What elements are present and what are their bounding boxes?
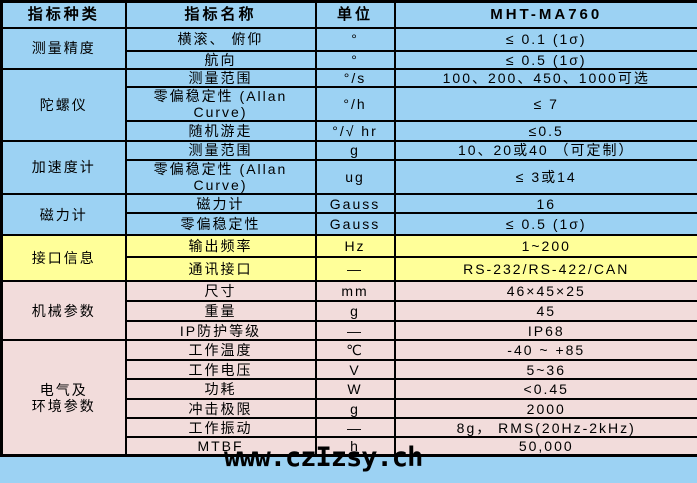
name-cell: 功耗	[124, 378, 317, 401]
table-row: 重量 g 45	[2, 300, 697, 323]
table-row: 航向 ° ≤ 0.5 (1σ)	[2, 49, 697, 70]
unit-cell: h	[314, 436, 396, 457]
value-cell: 50,000	[393, 436, 697, 457]
name-cell: 工作电压	[124, 359, 317, 381]
table-row: 零偏稳定性 Gauss ≤ 0.5 (1σ)	[2, 212, 697, 237]
value-cell: 2000	[393, 398, 697, 420]
value-cell: 8g， RMS(20Hz-2kHz)	[393, 417, 697, 439]
category-cell-accelerometer: 加速度计	[0, 139, 127, 196]
value-cell: 46×45×25	[393, 280, 697, 303]
value-cell: 1~200	[393, 234, 697, 259]
category-cell-interface: 接口信息	[0, 234, 127, 283]
table-row: 加速度计 测量范围 g 10、20或40 （可定制）	[0, 139, 697, 196]
column-header-model: MHT-MA760	[393, 0, 697, 29]
table-row: 磁力计 磁力计 Gauss 16	[0, 193, 697, 237]
value-cell: 10、20或40 （可定制）	[393, 139, 697, 161]
table-row: 零偏稳定性 (Allan Curve) ug ≤ 3或14	[2, 158, 697, 196]
table-row: 测量精度 横滚、 俯仰 ° ≤ 0.1 (1σ)	[0, 26, 697, 70]
name-cell: 零偏稳定性 (Allan Curve)	[124, 85, 317, 122]
unit-cell: °	[314, 49, 396, 70]
name-cell: 冲击极限	[124, 398, 317, 420]
name-cell: 输出频率	[124, 234, 317, 259]
category-cell-electrical-environment: 电气及 环境参数	[0, 339, 127, 457]
name-cell: 尺寸	[124, 280, 317, 303]
name-cell: 航向	[124, 49, 317, 70]
value-cell: ≤ 0.5 (1σ)	[393, 49, 697, 70]
table-row: 工作电压 V 5~36	[2, 359, 697, 381]
unit-cell: V	[314, 359, 396, 381]
name-cell: 随机游走	[124, 119, 317, 142]
table-row: 工作振动 — 8g， RMS(20Hz-2kHz)	[2, 417, 697, 439]
spec-table: 指标种类 指标名称 单位 MHT-MA760 测量精度 横滚、 俯仰 ° ≤ 0…	[0, 0, 697, 458]
table-row: MTBF h 50,000	[2, 436, 697, 457]
unit-cell: ℃	[314, 339, 396, 362]
name-cell: 通讯接口	[124, 256, 317, 283]
category-cell-magnetometer: 磁力计	[0, 193, 127, 237]
value-cell: RS-232/RS-422/CAN	[393, 256, 697, 283]
unit-cell: °/h	[314, 85, 396, 122]
name-cell: 零偏稳定性	[124, 212, 317, 237]
table-row: 接口信息 输出频率 Hz 1~200	[0, 234, 697, 283]
name-cell: 工作温度	[124, 339, 317, 362]
category-cell-mechanical: 机械参数	[0, 280, 127, 342]
value-cell: ≤ 0.1 (1σ)	[393, 26, 697, 52]
unit-cell: W	[314, 378, 396, 401]
unit-cell: °	[314, 26, 396, 52]
category-cell-gyroscope: 陀螺仪	[0, 67, 127, 142]
name-cell: 测量范围	[124, 67, 317, 88]
table-row: 通讯接口 — RS-232/RS-422/CAN	[2, 256, 697, 283]
value-cell: 45	[393, 300, 697, 323]
value-cell: ≤ 0.5 (1σ)	[393, 212, 697, 237]
name-cell: 横滚、 俯仰	[124, 26, 317, 52]
unit-cell: ug	[314, 158, 396, 196]
value-cell: 100、200、450、1000可选	[393, 67, 697, 88]
table-row: 冲击极限 g 2000	[2, 398, 697, 420]
unit-cell: —	[314, 256, 396, 283]
unit-cell: g	[314, 139, 396, 161]
column-header-unit: 单位	[314, 0, 396, 29]
table-row: 零偏稳定性 (Allan Curve) °/h ≤ 7	[2, 85, 697, 122]
name-cell: 工作振动	[124, 417, 317, 439]
value-cell: IP68	[393, 320, 697, 342]
value-cell: <0.45	[393, 378, 697, 401]
value-cell: 16	[393, 193, 697, 215]
unit-cell: mm	[314, 280, 396, 303]
unit-cell: °/√ hr	[314, 119, 396, 142]
unit-cell: g	[314, 398, 396, 420]
table-row: 机械参数 尺寸 mm 46×45×25	[0, 280, 697, 342]
name-cell: MTBF	[124, 436, 317, 457]
unit-cell: °/s	[314, 67, 396, 88]
unit-cell: Hz	[314, 234, 396, 259]
name-cell: 磁力计	[124, 193, 317, 215]
table-header-row: 指标种类 指标名称 单位 MHT-MA760	[0, 0, 697, 29]
unit-cell: g	[314, 300, 396, 323]
name-cell: 测量范围	[124, 139, 317, 161]
table-row: 功耗 W <0.45	[2, 378, 697, 401]
unit-cell: Gauss	[314, 193, 396, 215]
value-cell: -40 ~ +85	[393, 339, 697, 362]
value-cell: ≤ 7	[393, 85, 697, 122]
value-cell: ≤ 3或14	[393, 158, 697, 196]
value-cell: 5~36	[393, 359, 697, 381]
category-cell-accuracy: 测量精度	[0, 26, 127, 70]
name-cell: IP防护等级	[124, 320, 317, 342]
unit-cell: —	[314, 320, 396, 342]
table-row: IP防护等级 — IP68	[2, 320, 697, 342]
name-cell: 零偏稳定性 (Allan Curve)	[124, 158, 317, 196]
unit-cell: —	[314, 417, 396, 439]
table-row: 随机游走 °/√ hr ≤0.5	[2, 119, 697, 142]
column-header-category: 指标种类	[0, 0, 127, 29]
column-header-name: 指标名称	[124, 0, 317, 29]
table-row: 陀螺仪 测量范围 °/s 100、200、450、1000可选	[0, 67, 697, 142]
name-cell: 重量	[124, 300, 317, 323]
table-row: 电气及 环境参数 工作温度 ℃ -40 ~ +85	[0, 339, 697, 457]
value-cell: ≤0.5	[393, 119, 697, 142]
unit-cell: Gauss	[314, 212, 396, 237]
